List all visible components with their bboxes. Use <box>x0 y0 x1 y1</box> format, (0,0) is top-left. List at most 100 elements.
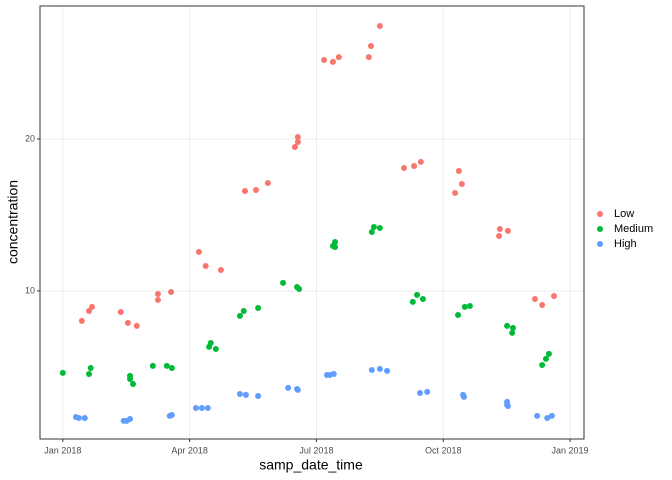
point <box>458 180 465 187</box>
point <box>149 362 156 369</box>
point <box>414 291 421 298</box>
point <box>285 384 292 391</box>
point <box>294 386 301 393</box>
legend-swatch <box>597 211 603 217</box>
point <box>417 158 424 165</box>
point <box>242 391 249 398</box>
panel-border <box>39 5 585 440</box>
point <box>59 369 66 376</box>
point <box>455 311 462 318</box>
point <box>466 303 473 310</box>
point <box>384 367 391 374</box>
point <box>154 291 161 298</box>
point <box>504 322 511 329</box>
point <box>329 58 336 65</box>
point <box>88 303 95 310</box>
point <box>332 244 339 251</box>
point <box>280 279 287 286</box>
point <box>400 165 407 172</box>
point <box>127 415 134 422</box>
point <box>78 317 85 324</box>
point <box>255 392 262 399</box>
point <box>368 228 375 235</box>
point <box>461 303 468 310</box>
point <box>376 225 383 232</box>
point <box>409 298 416 305</box>
point <box>202 263 209 270</box>
point <box>264 180 271 187</box>
legend-label: Medium <box>614 223 653 235</box>
point <box>368 366 375 373</box>
point <box>198 404 205 411</box>
point <box>240 308 247 315</box>
point <box>548 412 555 419</box>
point <box>212 346 219 353</box>
point <box>370 223 377 230</box>
point <box>545 350 552 357</box>
point <box>504 403 511 410</box>
point <box>365 54 372 61</box>
point <box>87 365 94 372</box>
point <box>542 355 549 362</box>
y-tick-label: 10 <box>25 285 35 295</box>
point <box>509 324 516 331</box>
point <box>255 304 262 311</box>
legend-swatch <box>597 241 603 247</box>
point <box>376 365 383 372</box>
x-tick-label: Jul 2018 <box>299 445 333 455</box>
point <box>252 187 259 194</box>
point <box>452 189 459 196</box>
point <box>416 389 423 396</box>
point <box>117 308 124 315</box>
x-tick-label: Jan 2018 <box>44 445 81 455</box>
point <box>367 42 374 49</box>
point <box>332 239 339 246</box>
point <box>195 248 202 255</box>
point <box>411 163 418 170</box>
point <box>376 23 383 30</box>
point <box>236 391 243 398</box>
point <box>539 301 546 308</box>
point <box>335 54 342 61</box>
point <box>168 365 175 372</box>
point <box>455 168 462 175</box>
point <box>496 232 503 239</box>
x-tick-label: Oct 2018 <box>425 445 462 455</box>
point <box>534 412 541 419</box>
point <box>296 285 303 292</box>
point <box>544 415 551 422</box>
point <box>509 329 516 336</box>
point <box>154 296 161 303</box>
point <box>124 319 131 326</box>
point <box>550 292 557 299</box>
x-tick-label: Jan 2019 <box>552 445 589 455</box>
point <box>321 56 328 63</box>
point <box>504 227 511 234</box>
point <box>294 139 301 146</box>
legend-swatch <box>597 226 603 232</box>
point <box>133 322 140 329</box>
point <box>419 296 426 303</box>
point <box>330 370 337 377</box>
point <box>168 411 175 418</box>
point <box>424 388 431 395</box>
point <box>217 266 224 273</box>
x-tick-label: Apr 2018 <box>171 445 208 455</box>
point <box>531 296 538 303</box>
point <box>192 404 199 411</box>
legend-label: High <box>614 238 637 250</box>
point <box>460 393 467 400</box>
legend-label: Low <box>614 208 634 220</box>
y-tick-label: 20 <box>25 133 35 143</box>
x-axis-title: samp_date_time <box>259 457 363 473</box>
point <box>291 144 298 151</box>
point <box>75 415 82 422</box>
point <box>294 134 301 141</box>
point <box>86 370 93 377</box>
point <box>539 361 546 368</box>
point <box>168 289 175 296</box>
point <box>163 362 170 369</box>
point <box>242 187 249 194</box>
